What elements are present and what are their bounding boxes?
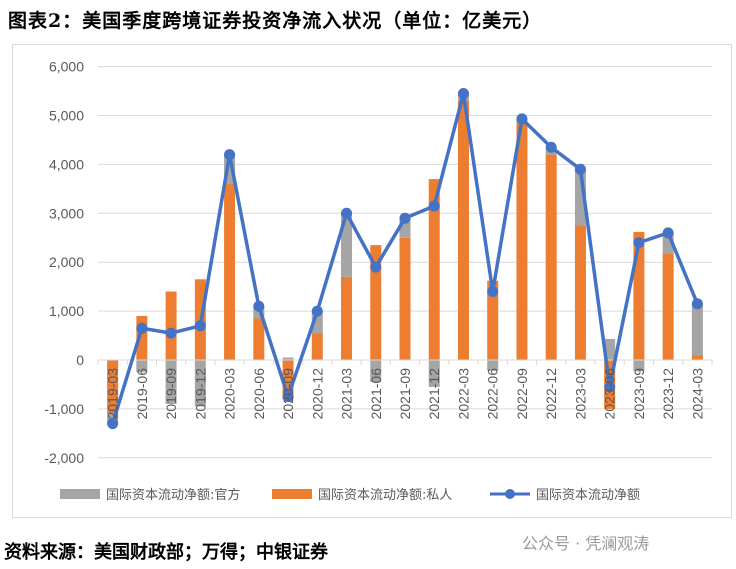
- official-bar: [370, 360, 382, 383]
- total-point: [311, 305, 323, 317]
- x-tick-label: 2022-03: [455, 368, 471, 420]
- x-tick-label: 2020-03: [222, 368, 238, 420]
- y-tick-label: 6,000: [49, 59, 84, 75]
- y-tick-label: -2,000: [44, 450, 84, 466]
- y-tick-label: 3,000: [49, 205, 84, 221]
- total-point: [428, 200, 440, 212]
- official-bar: [194, 360, 206, 407]
- total-point: [516, 113, 528, 125]
- private-bar: [691, 355, 703, 360]
- private-bar: [341, 276, 353, 360]
- private-bar: [253, 318, 265, 360]
- total-point: [457, 87, 469, 99]
- total-point: [662, 227, 674, 239]
- total-point: [604, 381, 616, 393]
- x-tick-label: 2023-09: [631, 368, 647, 420]
- total-point: [633, 237, 645, 249]
- legend-swatch: [272, 489, 312, 499]
- official-bar: [399, 218, 411, 238]
- total-point: [341, 207, 353, 219]
- private-bar: [457, 100, 469, 360]
- official-bar: [633, 360, 645, 372]
- x-tick-label: 2019-09: [163, 368, 179, 420]
- total-point: [165, 327, 177, 339]
- x-tick-label: 2020-09: [280, 368, 296, 420]
- private-bar: [370, 245, 382, 360]
- legend-label: 国际资本流动净额:官方: [106, 487, 240, 503]
- official-bar: [311, 311, 323, 334]
- official-bar: [604, 338, 616, 360]
- total-point: [691, 298, 703, 310]
- x-tick-label: 2020-06: [251, 368, 267, 420]
- x-tick-label: 2019-03: [105, 368, 121, 420]
- watermark: 公众号 · 凭澜观涛: [522, 534, 650, 553]
- total-point: [282, 391, 294, 403]
- legend-label: 国际资本流动净额:私人: [318, 488, 452, 503]
- total-point: [253, 300, 265, 312]
- total-point: [136, 322, 148, 334]
- official-bar: [428, 360, 440, 387]
- legend-label: 国际资本流动净额: [536, 488, 640, 503]
- private-bar: [516, 122, 528, 361]
- private-bar: [107, 360, 119, 414]
- x-tick-label: 2023-12: [660, 368, 676, 420]
- source-note: 资料来源：美国财政部；万得；中银证券: [4, 542, 328, 563]
- official-bar: [341, 213, 353, 277]
- x-tick-label: 2019-12: [192, 368, 208, 420]
- official-bar: [253, 306, 265, 319]
- x-tick-label: 2024-03: [689, 368, 705, 420]
- chart-frame: [12, 44, 732, 518]
- x-tick-label: 2021-03: [339, 368, 355, 420]
- x-tick-label: 2021-09: [397, 368, 413, 420]
- official-bar: [574, 169, 586, 226]
- private-bar: [224, 183, 236, 360]
- total-point: [194, 320, 206, 332]
- total-point: [107, 418, 119, 430]
- y-tick-label: 1,000: [49, 303, 84, 319]
- total-point: [545, 141, 557, 153]
- x-tick-label: 2022-06: [485, 368, 501, 420]
- private-bar: [311, 333, 323, 360]
- x-tick-label: 2023-06: [602, 368, 618, 420]
- x-tick-label: 2021-12: [426, 368, 442, 420]
- x-tick-label: 2021-06: [368, 368, 384, 420]
- y-tick-label: 2,000: [49, 254, 84, 270]
- x-tick-label: 2020-12: [309, 368, 325, 420]
- legend-swatch: [60, 489, 100, 499]
- official-bar: [662, 232, 674, 254]
- total-point: [487, 286, 499, 298]
- y-tick-label: -1,000: [44, 401, 84, 417]
- x-tick-label: 2022-12: [543, 368, 559, 420]
- total-point: [224, 149, 236, 161]
- y-tick-label: 5,000: [49, 108, 84, 124]
- x-tick-label: 2023-03: [572, 368, 588, 420]
- private-bar: [136, 315, 148, 360]
- private-bar: [428, 179, 440, 360]
- private-bar: [662, 253, 674, 360]
- x-tick-label: 2019-06: [134, 368, 150, 420]
- private-bar: [545, 154, 557, 360]
- official-bar: [165, 360, 177, 405]
- official-bar: [487, 360, 499, 371]
- official-bar: [136, 360, 148, 373]
- official-bar: [282, 357, 294, 360]
- total-point: [574, 163, 586, 175]
- private-bar: [487, 280, 499, 360]
- y-tick-label: 4,000: [49, 156, 84, 172]
- total-point: [370, 261, 382, 273]
- private-bar: [633, 231, 645, 360]
- chart-title: 图表2：美国季度跨境证券投资净流入状况（单位：亿美元）: [8, 10, 543, 32]
- x-tick-label: 2022-09: [514, 368, 530, 420]
- official-bar: [691, 303, 703, 356]
- total-point: [399, 212, 411, 224]
- private-bar: [574, 225, 586, 360]
- chart: -2,000 -1,000 0 1,000 2,000 3,000 4,000 5,000 6,…: [44, 59, 713, 503]
- private-bar: [282, 360, 294, 400]
- legend-marker: [505, 489, 515, 499]
- official-bar: [224, 154, 236, 184]
- private-bar: [165, 291, 177, 360]
- private-bar: [399, 237, 411, 360]
- y-tick-label: 0: [76, 352, 84, 368]
